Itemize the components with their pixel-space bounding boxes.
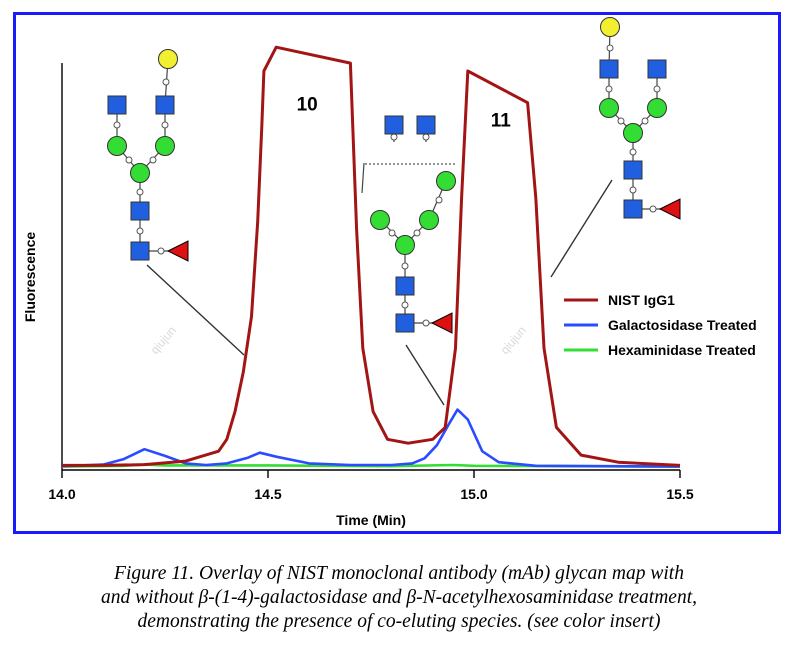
x-axis-title: Time (Min)	[336, 512, 406, 528]
glcnac-square	[130, 241, 150, 261]
glcnac-square	[623, 160, 643, 180]
glcnac-square	[155, 95, 175, 115]
mannose-circle	[395, 235, 415, 255]
figure-frame: qiujun qiujun 14.0 14.5 15.0 15.5 Time (Min…	[13, 12, 781, 534]
mannose-circle	[107, 136, 127, 156]
legend-label-nist-igg1: NIST IgG1	[608, 292, 675, 308]
glcnac-square	[384, 115, 404, 135]
mannose-circle	[370, 210, 390, 230]
glycan-structure-right	[599, 17, 681, 220]
glcnac-square	[395, 313, 415, 333]
x-tick-label: 14.5	[254, 486, 281, 502]
mannose-circle	[436, 171, 456, 191]
glycan-structure-left	[107, 49, 189, 262]
mannose-circle	[419, 210, 439, 230]
leader-line	[405, 344, 445, 406]
peak-label-10: 10	[297, 95, 318, 116]
mannose-circle	[130, 163, 150, 183]
caption-line: Figure 11. Overlay of NIST monoclonal an…	[114, 563, 684, 584]
glcnac-square	[107, 95, 127, 115]
glycan-structure-middle	[361, 115, 456, 334]
mannose-circle	[623, 123, 643, 143]
leader-lines	[146, 179, 613, 406]
glcnac-square	[416, 115, 436, 135]
leader-line	[146, 264, 245, 356]
mannose-circle	[155, 136, 175, 156]
legend-label-galactosidase: Galactosidase Treated	[608, 317, 757, 333]
mannose-circle	[599, 98, 619, 118]
figure-caption: Figure 11. Overlay of NIST monoclonal an…	[20, 562, 778, 634]
legend-label-hexaminidase: Hexaminidase Treated	[608, 342, 756, 358]
series-line-galactosidase-treated	[61, 408, 681, 468]
fucose-triangle	[430, 312, 453, 334]
galactose-circle	[158, 49, 178, 69]
glcnac-square	[130, 201, 150, 221]
legend: NIST IgG1 Galactosidase Treated Hexamini…	[564, 292, 757, 358]
fucose-triangle	[166, 240, 189, 262]
watermark: qiujun	[148, 323, 179, 357]
galactose-circle	[600, 17, 620, 37]
series-line-nist-igg1	[62, 45, 681, 467]
series-layer	[61, 45, 681, 468]
fucose-triangle	[658, 198, 681, 220]
chart: qiujun qiujun 14.0 14.5 15.0 15.5 Time (Min…	[22, 17, 757, 528]
peak-label-11: 11	[491, 110, 512, 131]
x-tick-label: 15.0	[460, 486, 487, 502]
glcnac-square	[647, 59, 667, 79]
peak-labels: 10 11	[297, 95, 512, 132]
caption-line: and without β-(1-4)-galactosidase and β-…	[100, 587, 697, 608]
glcnac-square	[623, 199, 643, 219]
glcnac-square	[395, 276, 415, 296]
leader-line	[550, 179, 613, 278]
mannose-circle	[647, 98, 667, 118]
glcnac-square	[599, 59, 619, 79]
caption-line: demonstrating the presence of co-eluting…	[137, 611, 661, 632]
watermark: qiujun	[498, 323, 529, 357]
x-tick-label: 14.0	[48, 486, 75, 502]
x-ticks: 14.0 14.5 15.0 15.5	[48, 470, 694, 502]
y-axis-title: Fluorescence	[22, 232, 38, 322]
x-tick-label: 15.5	[666, 486, 693, 502]
